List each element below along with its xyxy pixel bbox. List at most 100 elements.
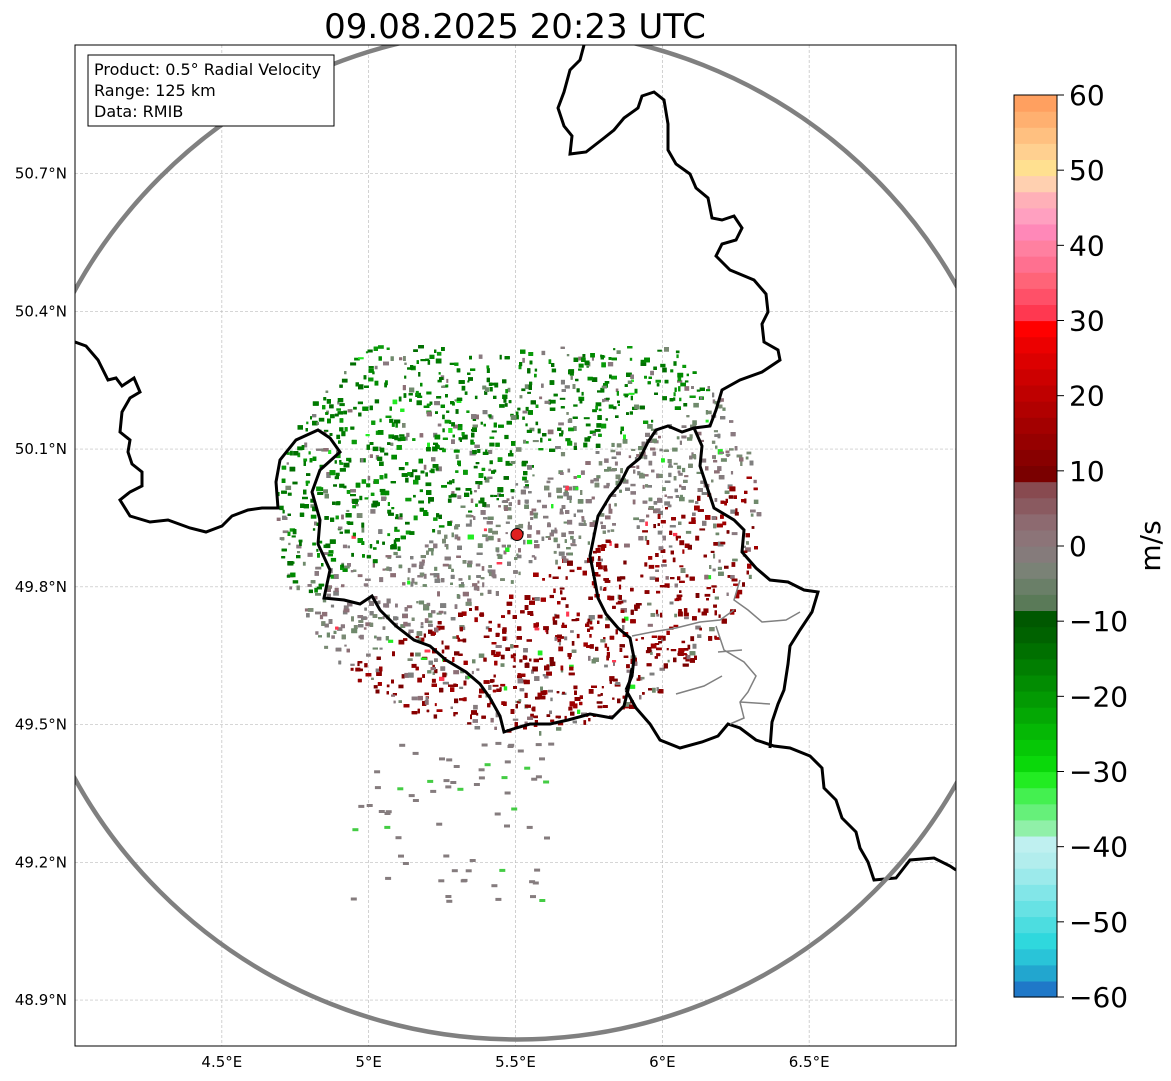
echo-pixel [607,466,612,472]
echo-pixel [682,549,685,554]
echo-pixel [657,530,663,535]
echo-pixel [472,583,478,587]
echo-pixel [475,462,480,465]
echo-pixel [470,439,474,445]
echo-pixel [426,490,432,495]
echo-pixel [540,690,547,695]
echo-pixel [744,498,747,504]
echo-pixel [474,726,481,730]
echo-pixel [569,666,574,671]
echo-pixel [465,488,472,491]
echo-pixel [589,430,596,434]
echo-pixel [692,616,697,621]
echo-pixel [459,686,464,689]
echo-pixel [386,598,391,604]
echo-pixel [410,365,414,370]
echo-pixel [434,401,440,406]
echo-pixel [674,613,677,618]
echo-pixel [601,525,606,529]
echo-pixel [395,514,399,519]
echo-pixel [402,614,408,618]
echo-pixel [724,501,727,506]
echo-pixel [582,354,586,358]
echo-pixel [714,401,717,405]
echo-pixel [417,708,420,714]
echo-pixel [505,547,510,552]
echo-pixel [598,433,602,437]
echo-pixel [517,678,524,684]
echo-pixel [584,560,589,564]
echo-pixel [388,434,395,439]
echo-pixel [391,507,395,510]
echo-pixel [287,492,292,496]
echo-pixel [509,450,513,455]
echo-pixel [527,368,531,374]
echo-pixel [661,564,667,567]
echo-pixel [550,661,556,666]
echo-pixel [560,452,566,457]
echo-pixel [418,564,424,569]
echo-pixel [660,363,666,368]
echo-pixel [457,425,463,431]
echo-pixel [472,424,478,428]
echo-pixel [506,498,510,501]
echo-pixel [423,573,427,579]
echo-pixel [530,613,534,616]
echo-pixel [493,395,497,399]
echo-pixel [447,498,452,503]
echo-pixel [717,466,722,471]
echo-pixel [324,645,329,649]
echo-pixel [392,693,397,696]
echo-pixel [595,443,601,448]
echo-pixel [667,504,672,508]
echo-pixel [675,350,680,354]
echo-pixel [635,603,642,606]
echo-pixel [748,574,752,579]
echo-pixel [504,791,511,795]
echo-pixel [525,704,531,708]
echo-pixel [495,524,501,528]
echo-pixel [335,475,339,479]
echo-pixel [689,651,696,656]
echo-pixel [451,532,454,538]
echo-pixel [481,715,486,719]
echo-pixel [617,576,622,582]
echo-pixel [678,651,684,656]
echo-pixel [731,532,738,536]
echo-pixel [567,552,573,556]
echo-pixel [649,672,655,676]
echo-pixel [332,501,336,505]
echo-pixel [321,611,328,617]
echo-pixel [699,387,705,391]
echo-pixel [519,395,523,399]
echo-pixel [610,449,616,453]
echo-pixel [497,554,503,559]
echo-pixel [343,485,347,489]
echo-pixel [524,605,529,610]
echo-pixel [425,358,430,361]
echo-pixel [314,571,319,576]
echo-pixel [753,487,758,491]
echo-pixel [667,659,670,663]
graticule [75,45,956,1046]
echo-pixel [440,603,447,608]
echo-pixel [474,587,479,591]
echo-pixel [543,626,549,631]
echo-pixel [442,672,447,678]
echo-pixel [395,423,398,428]
echo-pixel [330,604,335,608]
echo-pixel [529,427,535,432]
echo-pixel [509,594,514,599]
echo-pixel [573,476,577,479]
echo-pixel [689,434,693,439]
echo-pixel [658,641,662,644]
echo-pixel [402,423,406,428]
echo-pixel [303,504,309,509]
echo-pixel [366,804,373,807]
echo-pixel [364,663,368,668]
echo-pixel [420,657,427,660]
echo-pixel [434,434,441,440]
echo-pixel [599,586,602,591]
echo-pixel [586,645,591,648]
echo-pixel [642,500,648,504]
